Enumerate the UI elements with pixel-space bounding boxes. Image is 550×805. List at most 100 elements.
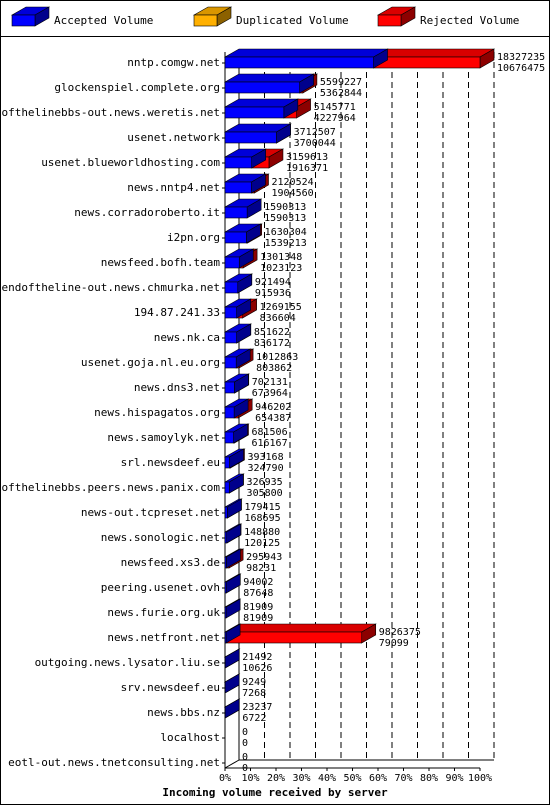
- x-tick-label: 80%: [420, 773, 438, 784]
- server-label: nntp.comgw.net: [127, 56, 220, 69]
- x-tick-label: 30%: [292, 773, 310, 784]
- bar-row: endoftheline-out.news.chmurka.net 9214949…: [1, 273, 291, 299]
- server-label: news.sonologic.net: [101, 531, 220, 544]
- accepted-bar: [223, 123, 292, 144]
- server-label: peering.usenet.ovh: [101, 581, 220, 594]
- accepted-value-label: 836172: [254, 338, 290, 349]
- accepted-value-label: 0: [242, 738, 248, 749]
- accepted-bar: [223, 623, 242, 644]
- legend-label-duplicated: Duplicated Volume: [236, 14, 349, 27]
- accepted-value-label: 305800: [247, 488, 283, 499]
- accepted-bar: [223, 423, 249, 444]
- accepted-value-label: 1023123: [260, 263, 302, 274]
- accepted-bar-front: [224, 81, 300, 94]
- server-label: usenet.network: [127, 131, 220, 144]
- server-label: eotl-out.news.tnetconsulting.net: [8, 756, 220, 769]
- accepted-bar-front: [224, 481, 230, 494]
- accepted-bar-front: [224, 306, 237, 319]
- server-label: newsfeed.xs3.de: [121, 556, 220, 569]
- server-label: news.dns3.net: [134, 381, 220, 394]
- total-value-label: 18327235: [497, 52, 545, 63]
- bar-row: localhost 00: [160, 727, 248, 749]
- accepted-value-label: 1916371: [286, 163, 328, 174]
- x-tick-label: 90%: [445, 773, 463, 784]
- rejected-bar: [372, 48, 496, 69]
- legend-swatch-accepted-front: [11, 14, 36, 27]
- total-value-label: 946202: [255, 402, 291, 413]
- total-value-label: 1301348: [260, 252, 302, 263]
- accepted-value-label: 0: [242, 763, 248, 774]
- accepted-bar-front: [224, 456, 230, 469]
- accepted-value-label: 915936: [255, 288, 291, 299]
- accepted-bar-front: [224, 431, 234, 444]
- accepted-bar-front: [224, 356, 237, 369]
- total-value-label: 81909: [243, 602, 273, 613]
- accepted-value-label: 98231: [246, 563, 276, 574]
- accepted-bar-front: [224, 331, 237, 344]
- accepted-bar: [223, 473, 245, 494]
- accepted-bar: [223, 673, 241, 694]
- legend-swatch-rejected: [376, 6, 417, 27]
- total-value-label: 5599227: [320, 77, 362, 88]
- x-axis-label: Incoming volume received by server: [162, 786, 388, 799]
- total-value-label: 3712507: [294, 127, 336, 138]
- accepted-bar: [223, 373, 250, 394]
- server-label: news.furie.org.uk: [107, 606, 220, 619]
- server-label: news.nk.ca: [154, 331, 220, 344]
- accepted-value-label: 87648: [243, 588, 273, 599]
- total-value-label: 23237: [242, 702, 272, 713]
- accepted-bar: [223, 348, 252, 369]
- rejected-bar-top: [372, 48, 496, 58]
- accepted-value-label: 4227964: [314, 113, 356, 124]
- rejected-bar-front: [225, 631, 363, 644]
- bar-row: eotl-out.news.tnetconsulting.net 00: [8, 752, 248, 774]
- server-label: localhost: [160, 731, 220, 744]
- floor-depth-line: [224, 759, 240, 769]
- total-value-label: 702131: [252, 377, 288, 388]
- legend-swatch-accepted: [10, 6, 51, 27]
- x-tick-label: 70%: [394, 773, 412, 784]
- legend: Accepted Volume Duplicated Volume Rejected…: [10, 6, 519, 27]
- accepted-value-label: 10626: [242, 663, 272, 674]
- legend-swatch-duplicated-front: [193, 14, 218, 27]
- accepted-bar: [223, 498, 243, 519]
- accepted-value-label: 81909: [243, 613, 273, 624]
- server-label: endoftheline-out.news.chmurka.net: [1, 281, 220, 294]
- accepted-bar: [223, 298, 252, 319]
- accepted-bar: [223, 173, 267, 194]
- accepted-bar-front: [224, 56, 374, 69]
- accepted-bar: [223, 548, 242, 569]
- server-label: news.samoylyk.net: [107, 431, 220, 444]
- accepted-bar: [223, 98, 299, 119]
- bar-row: usenet.blueworldhosting.com 3159613191637…: [41, 148, 328, 174]
- total-value-label: 326935: [247, 477, 283, 488]
- accepted-value-label: 616167: [251, 438, 287, 449]
- server-label: news.nntp4.net: [127, 181, 220, 194]
- server-label: usenet.blueworldhosting.com: [41, 156, 220, 169]
- total-value-label: 921494: [255, 277, 291, 288]
- accepted-bar-front: [224, 106, 285, 119]
- x-tick-label: 10%: [241, 773, 259, 784]
- total-value-label: 1269155: [260, 302, 302, 313]
- legend-label-rejected: Rejected Volume: [420, 14, 519, 27]
- server-label: usenet.goja.nl.eu.org: [81, 356, 220, 369]
- total-value-label: 0: [242, 752, 248, 763]
- server-label: newsfeed.bofh.team: [101, 256, 221, 269]
- legend-label-accepted: Accepted Volume: [54, 14, 153, 27]
- accepted-value-label: 1904560: [272, 188, 314, 199]
- accepted-bar-front: [224, 181, 252, 194]
- total-value-label: 148880: [244, 527, 280, 538]
